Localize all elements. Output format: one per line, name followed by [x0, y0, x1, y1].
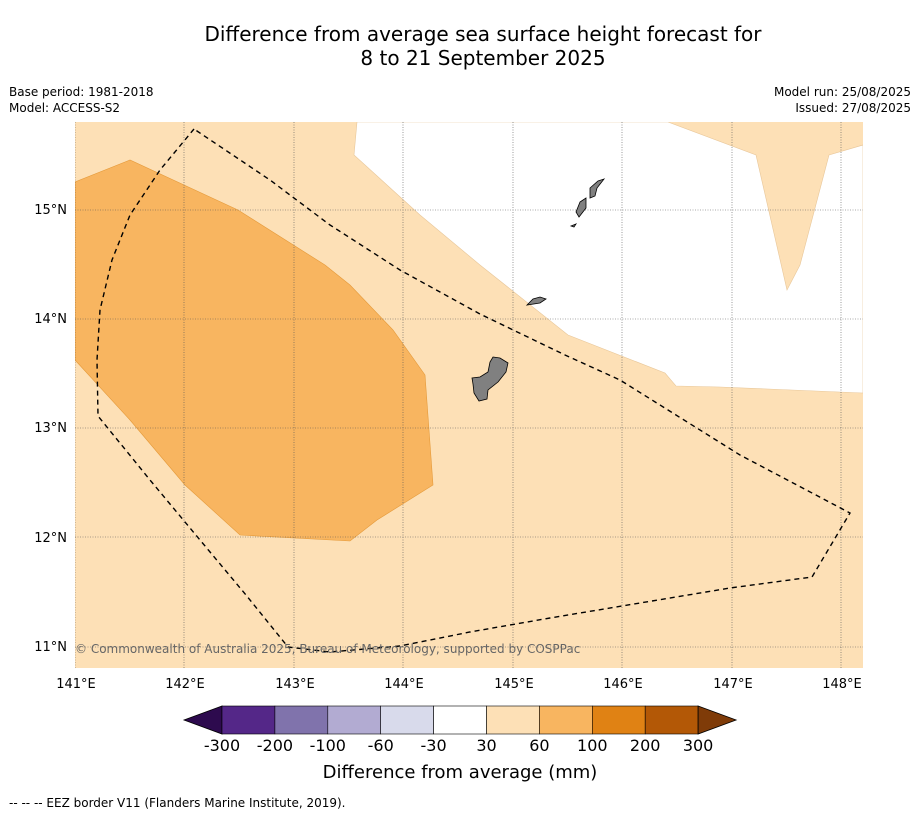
colorbar-segment — [539, 705, 593, 735]
meta-right: Model run: 25/08/2025 Issued: 27/08/2025 — [774, 84, 911, 116]
colorbar-tick-label: -200 — [257, 736, 293, 755]
colorbar-title: Difference from average (mm) — [323, 762, 598, 783]
land — [471, 178, 606, 402]
x-tick-label: 148°E — [822, 677, 862, 692]
colorbar-tick-label: -30 — [421, 736, 447, 755]
colorbar-segment — [327, 705, 381, 735]
base-period: Base period: 1981-2018 — [9, 85, 154, 99]
x-tick-label: 145°E — [494, 677, 534, 692]
eez-border — [96, 128, 851, 653]
x-tick-label: 146°E — [603, 677, 643, 692]
colorbar-segment — [644, 705, 699, 735]
y-tick-label: 14°N — [34, 312, 67, 327]
copyright-text: © Commonwealth of Australia 2025, Bureau… — [75, 642, 580, 656]
colorbar-tick-label: 60 — [529, 736, 549, 755]
colorbar-segment — [274, 705, 329, 735]
x-tick-label: 143°E — [275, 677, 315, 692]
colorbar-tick-label: 30 — [476, 736, 496, 755]
colorbar-segment — [591, 705, 646, 735]
island-rota — [525, 296, 547, 306]
colorbar-tick-labels: -300 -200 -100 -60 -30 30 60 100 200 300 — [204, 736, 714, 755]
map-title: Difference from average sea surface heig… — [0, 22, 919, 70]
island-tinian — [575, 197, 587, 218]
anomaly-region-neutral — [353, 122, 863, 394]
title-line-2: 8 to 21 September 2025 — [360, 46, 606, 70]
x-tick-label: 147°E — [713, 677, 753, 692]
map-plot-area — [75, 122, 863, 668]
island-saipan — [589, 178, 606, 199]
colorbar-extend-low — [182, 705, 223, 735]
meta-left: Base period: 1981-2018 Model: ACCESS-S2 — [9, 84, 154, 116]
colorbar-extend-high — [697, 705, 738, 735]
y-tick-label: 13°N — [34, 421, 67, 436]
colorbar-segment — [380, 705, 434, 735]
issued-date: Issued: 27/08/2025 — [795, 101, 911, 115]
anomaly-region-60-100 — [75, 159, 434, 542]
colorbar-tick-label: -300 — [204, 736, 240, 755]
colorbar-segment — [221, 705, 276, 735]
gridlines — [75, 122, 863, 668]
colorbar-segment — [433, 705, 487, 735]
x-tick-label: 144°E — [384, 677, 424, 692]
colorbar-tick-label: 200 — [630, 736, 661, 755]
title-line-1: Difference from average sea surface heig… — [204, 22, 762, 46]
y-tick-label: 11°N — [34, 640, 67, 655]
colorbar-segment — [486, 705, 540, 735]
x-tick-labels: 141°E 142°E 143°E 144°E 145°E 146°E 147°… — [56, 677, 862, 692]
colorbar-tick-label: 100 — [577, 736, 608, 755]
eez-footnote: -- -- -- EEZ border V11 (Flanders Marine… — [9, 796, 346, 810]
colorbar-tick-label: -100 — [310, 736, 346, 755]
model-run: Model run: 25/08/2025 — [773, 85, 911, 99]
x-tick-label: 141°E — [56, 677, 96, 692]
y-tick-label: 12°N — [34, 531, 67, 546]
colorbar — [182, 705, 738, 735]
colorbar-tick-label: -60 — [368, 736, 394, 755]
x-tick-label: 142°E — [165, 677, 205, 692]
island-aguijan — [569, 223, 578, 228]
colorbar-tick-label: 300 — [683, 736, 714, 755]
island-guam — [471, 356, 509, 402]
model-name: Model: ACCESS-S2 — [9, 101, 121, 115]
y-tick-labels: 11°N 12°N 13°N 14°N 15°N — [34, 203, 67, 655]
y-tick-label: 15°N — [34, 203, 67, 218]
